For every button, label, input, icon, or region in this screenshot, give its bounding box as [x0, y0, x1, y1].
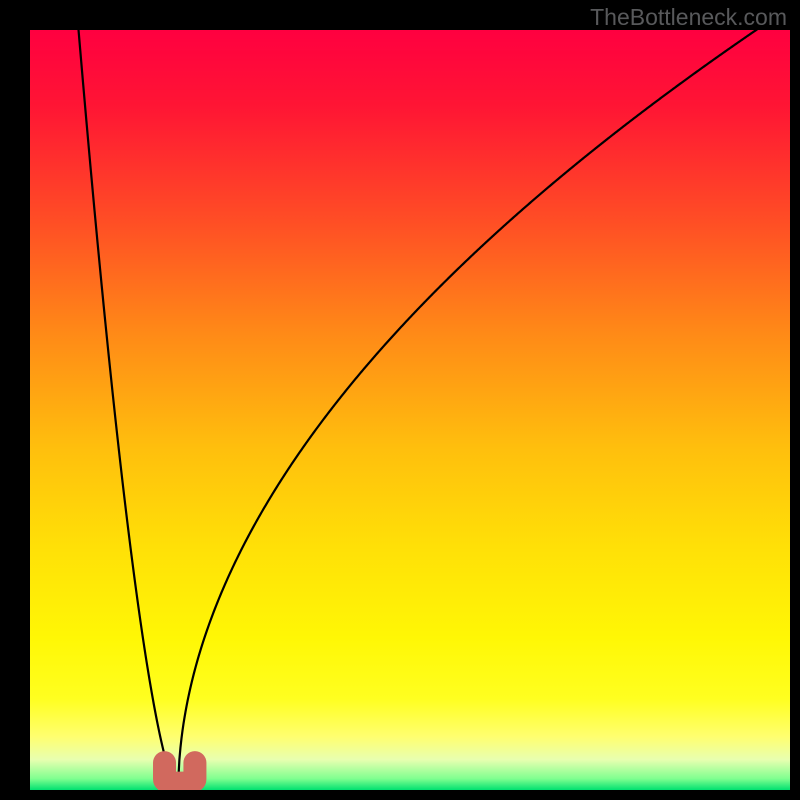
gradient-background: [30, 30, 790, 790]
plot-area: [30, 30, 790, 790]
watermark-text: TheBottleneck.com: [590, 4, 787, 31]
plot-svg: [30, 30, 790, 790]
chart-container: TheBottleneck.com: [0, 0, 800, 800]
